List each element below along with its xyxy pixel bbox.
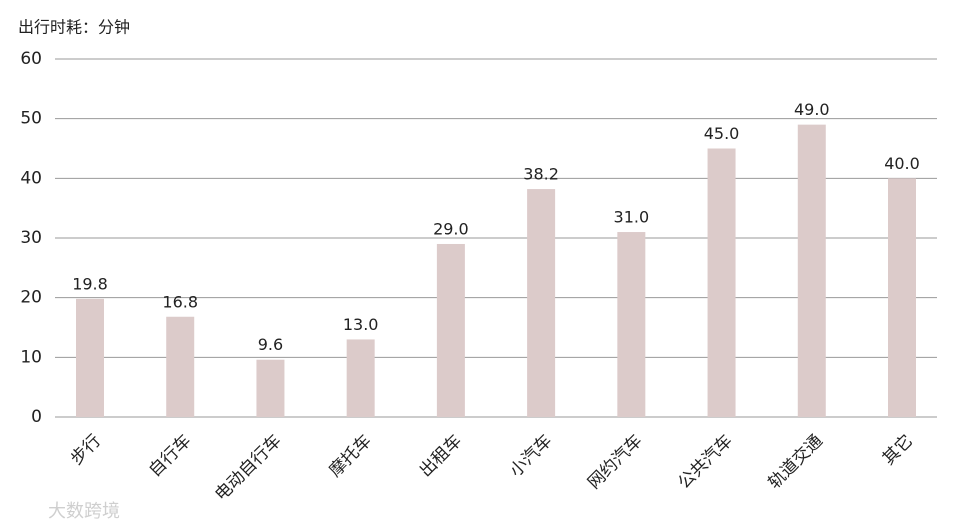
- y-tick-label: 30: [20, 228, 42, 248]
- value-label: 38.2: [523, 165, 559, 184]
- y-tick-label: 10: [20, 347, 42, 367]
- bar: [888, 178, 916, 417]
- bar: [707, 148, 736, 417]
- x-tick-label: 其它: [879, 431, 917, 469]
- x-tick-label: 自行车: [145, 431, 195, 481]
- bar: [436, 243, 465, 417]
- bar: [797, 124, 826, 417]
- y-tick-label: 0: [31, 407, 42, 427]
- x-tick-label: 电动自行车: [211, 431, 285, 505]
- x-tick-label: 轨道交通: [765, 431, 827, 493]
- value-label: 45.0: [704, 124, 740, 143]
- bar: [256, 359, 285, 417]
- y-tick-label: 40: [20, 168, 42, 188]
- y-tick-label: 20: [20, 288, 42, 308]
- x-tick-label: 小汽车: [506, 431, 556, 481]
- value-label: 40.0: [884, 154, 920, 173]
- x-tick-label: 出租车: [416, 431, 466, 481]
- value-label: 19.8: [72, 274, 108, 293]
- value-label: 29.0: [433, 219, 469, 238]
- value-label: 9.6: [258, 335, 283, 354]
- x-tick-label: 公共汽车: [674, 431, 736, 493]
- value-label: 16.8: [162, 292, 198, 311]
- y-tick-label: 60: [20, 49, 42, 69]
- value-label: 31.0: [614, 208, 650, 227]
- x-tick-label: 步行: [67, 431, 105, 469]
- bar: [527, 189, 556, 417]
- bar: [76, 298, 104, 417]
- y-tick-label: 50: [20, 109, 42, 129]
- bar: [617, 232, 646, 417]
- value-label: 13.0: [343, 315, 379, 334]
- watermark: 大数跨境: [48, 501, 120, 522]
- bar: [346, 339, 375, 417]
- value-label: 49.0: [794, 100, 830, 119]
- bar: [166, 316, 195, 417]
- x-tick-label: 摩托车: [326, 431, 376, 481]
- x-tick-label: 网约汽车: [584, 431, 646, 493]
- y-axis-label: 出行时耗：分钟: [18, 18, 130, 37]
